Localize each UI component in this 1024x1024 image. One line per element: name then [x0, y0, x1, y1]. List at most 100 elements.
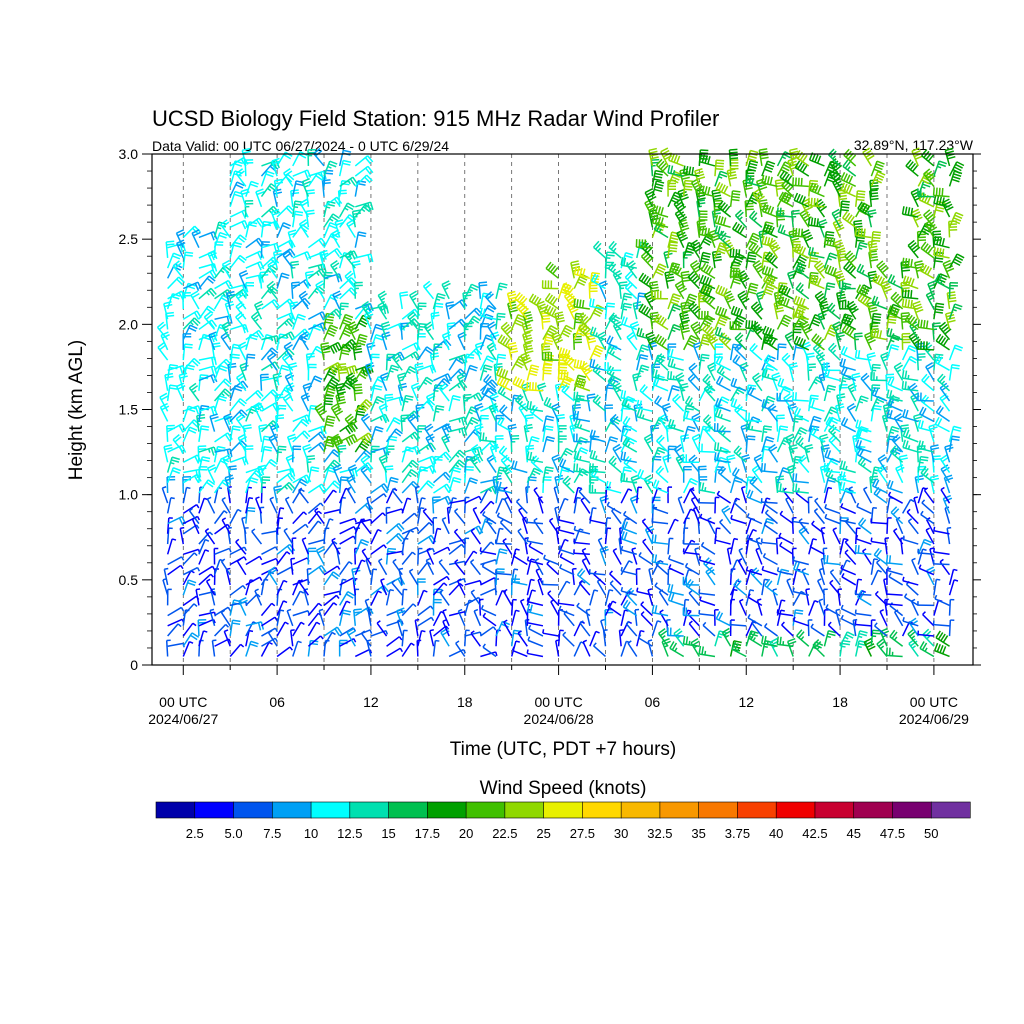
wind-barb-flag	[571, 261, 579, 263]
wind-barb-flag	[325, 404, 333, 405]
wind-barb-flag	[515, 323, 522, 326]
wind-barb	[673, 400, 684, 412]
wind-barb-flag	[430, 457, 433, 464]
wind-barb-flag	[222, 498, 225, 500]
wind-barb-flag	[715, 442, 716, 450]
wind-barb	[168, 277, 179, 289]
wind-barb-flag	[679, 462, 683, 464]
wind-barb	[199, 306, 208, 319]
wind-barb-flag	[189, 642, 193, 644]
wind-barb-flag	[198, 516, 200, 520]
wind-barb-flag	[543, 629, 544, 633]
wind-barb-flag	[524, 338, 532, 340]
wind-barb-flag	[197, 418, 205, 419]
wind-barb-flag	[650, 313, 658, 314]
wind-barb-flag	[672, 297, 680, 300]
wind-barb-flag	[651, 160, 659, 161]
wind-barb-flag	[641, 602, 644, 605]
wind-barb	[308, 484, 321, 493]
wind-barb-flag	[307, 190, 315, 191]
wind-barb-flag	[616, 390, 619, 392]
wind-barb	[316, 550, 324, 564]
wind-barb	[607, 505, 621, 513]
wind-barb-flag	[260, 556, 262, 559]
wind-barb-flag	[648, 589, 652, 590]
wind-barb-flag	[747, 439, 755, 440]
wind-barb-flag	[607, 255, 615, 256]
wind-barb-flag	[734, 480, 742, 482]
wind-barb-flag	[729, 149, 737, 150]
wind-barb-flag	[327, 333, 334, 336]
wind-barb-flag	[577, 603, 579, 606]
wind-barb	[740, 601, 747, 616]
wind-barb-flag	[691, 403, 693, 406]
wind-barb-flag	[330, 219, 333, 221]
wind-barb-flag	[390, 590, 394, 591]
wind-barb-flag	[285, 486, 288, 489]
wind-barb-flag	[227, 524, 229, 527]
wind-barb-flag	[166, 241, 174, 242]
wind-barb-flag	[393, 559, 396, 561]
wind-barb-flag	[302, 179, 309, 182]
wind-barb-flag	[229, 469, 237, 470]
wind-barb-flag	[731, 271, 739, 272]
wind-barb-flag	[229, 466, 237, 467]
wind-barb-flag	[577, 452, 579, 460]
wind-barb-flag	[734, 307, 737, 314]
wind-barb-flag	[379, 559, 382, 561]
wind-barb-flag	[482, 605, 484, 609]
wind-barb	[626, 624, 636, 636]
wind-barb-flag	[527, 619, 528, 623]
wind-barb-flag	[166, 313, 174, 314]
wind-barb	[514, 556, 528, 564]
wind-barb-flag	[473, 508, 477, 510]
wind-barb	[746, 436, 747, 452]
wind-barb	[639, 638, 653, 646]
wind-barb-flag	[383, 335, 391, 337]
wind-barb-flag	[613, 320, 616, 323]
wind-barb-flag	[432, 315, 440, 316]
wind-barb-flag	[613, 549, 616, 551]
wind-barb-flag	[623, 309, 627, 310]
wind-barb-flag	[358, 232, 366, 234]
wind-barb-flag	[381, 373, 388, 376]
wind-barb-flag	[436, 299, 440, 300]
wind-barb-flag	[708, 156, 710, 164]
wind-barb-flag	[285, 323, 288, 326]
wind-barb-flag	[580, 437, 587, 440]
wind-barb	[433, 612, 440, 626]
wind-barb-flag	[727, 455, 735, 457]
wind-barb-flag	[283, 601, 287, 603]
wind-barb	[255, 591, 262, 606]
wind-barb	[668, 325, 674, 340]
wind-barb-flag	[469, 412, 473, 414]
wind-barb-flag	[656, 184, 664, 186]
wind-barb-flag	[210, 609, 214, 610]
wind-barb-flag	[560, 564, 562, 568]
wind-barb-flag	[579, 474, 582, 476]
wind-barb	[449, 544, 462, 554]
wind-barb	[480, 589, 495, 595]
wind-barb	[291, 630, 293, 646]
wind-barb-flag	[671, 166, 673, 174]
wind-barb-flag	[297, 317, 305, 320]
wind-barb-flag	[429, 523, 432, 526]
wind-barb-flag	[171, 498, 175, 499]
wind-barb-flag	[689, 591, 692, 594]
wind-barb	[371, 484, 384, 493]
wind-barb-flag	[679, 192, 686, 195]
wind-barb-flag	[749, 289, 757, 291]
wind-barb-flag	[360, 542, 367, 545]
wind-barb-flag	[655, 173, 663, 174]
wind-barb-flag	[498, 473, 502, 474]
wind-barb-flag	[469, 368, 477, 371]
wind-barb	[528, 640, 543, 646]
wind-barb	[387, 523, 399, 533]
wind-barb-flag	[315, 508, 318, 510]
wind-barb-flag	[399, 637, 401, 640]
wind-barb-flag	[721, 231, 722, 235]
wind-barb	[637, 592, 653, 596]
wind-barb-flag	[557, 320, 565, 322]
wind-barb-flag	[684, 410, 686, 418]
wind-barb-flag	[337, 397, 345, 399]
